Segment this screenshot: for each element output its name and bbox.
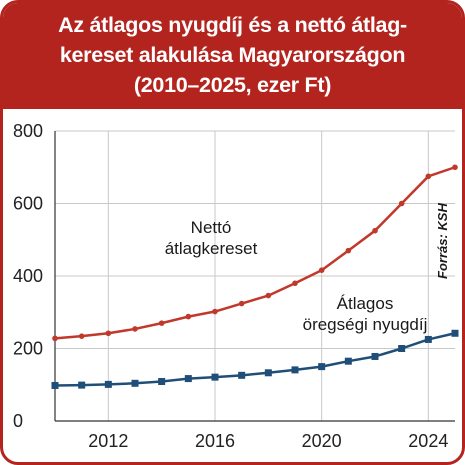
- data-point-net-salary: [238, 300, 245, 307]
- data-point-pension: [131, 379, 139, 387]
- data-point-pension: [184, 375, 192, 383]
- y-tick-label: 800: [13, 121, 43, 141]
- data-point-net-salary: [105, 330, 112, 337]
- data-point-net-salary: [265, 292, 272, 299]
- x-tick-label: 2012: [88, 431, 128, 451]
- data-point-pension: [424, 335, 432, 343]
- y-tick-label: 0: [13, 411, 23, 431]
- data-point-pension: [291, 366, 299, 374]
- data-point-net-salary: [52, 335, 58, 342]
- y-tick-label: 400: [13, 266, 43, 286]
- series-markers: [51, 164, 459, 389]
- data-point-net-salary: [425, 173, 432, 180]
- data-point-pension: [451, 329, 459, 337]
- data-point-pension: [398, 345, 406, 352]
- x-tick-label: 2024: [408, 431, 448, 451]
- chart-title-line-2: kereset alakulása Magyarországon: [59, 43, 406, 67]
- y-axis-tick-labels: 0 200 400 600 800: [13, 121, 43, 431]
- data-point-net-salary: [78, 333, 85, 339]
- series-line-pension: [54, 332, 456, 387]
- series-label-net-line-1: Nettó: [191, 218, 232, 237]
- data-point-net-salary: [318, 267, 325, 274]
- x-tick-label: 2020: [302, 431, 342, 451]
- data-point-pension: [211, 373, 219, 381]
- data-point-net-salary: [212, 308, 218, 315]
- data-point-pension: [238, 371, 246, 379]
- x-axis-tick-labels: 2012 2016 2020 2024: [88, 431, 448, 451]
- data-point-net-salary: [398, 200, 405, 207]
- line-chart: 0 200 400 600 800 2012 2016 2020 2024 Nettó átl…: [13, 121, 459, 451]
- chart-title-line-3: (2010–2025, ezer Ft): [133, 73, 332, 97]
- data-point-pension: [51, 381, 59, 389]
- y-tick-label: 600: [13, 194, 43, 214]
- data-point-net-salary: [372, 227, 378, 234]
- source-note: Forrás: KSH: [435, 203, 450, 279]
- series-label-pension-line-2: öregségi nyugdíj: [303, 315, 428, 334]
- chart-title-line-1: Az átlagos nyugdíj és a nettó átlag-: [58, 13, 407, 37]
- series-line-net-salary: [54, 166, 456, 340]
- data-point-net-salary: [132, 326, 138, 332]
- data-point-net-salary: [158, 320, 165, 326]
- series-label-net-line-2: átlagkereset: [165, 239, 258, 258]
- data-point-pension: [318, 363, 326, 371]
- data-point-pension: [158, 377, 166, 385]
- data-point-net-salary: [292, 280, 298, 287]
- data-point-pension: [104, 380, 112, 388]
- gridlines: [55, 130, 455, 421]
- chart-title-banner: Az átlagos nyugdíj és a nettó átlag- ker…: [3, 3, 462, 109]
- x-tick-label: 2016: [195, 431, 235, 451]
- data-point-pension: [344, 357, 352, 365]
- data-point-net-salary: [345, 247, 352, 254]
- series-lines: [54, 166, 456, 387]
- data-point-pension: [264, 369, 272, 377]
- y-tick-label: 200: [13, 339, 43, 359]
- axes: [54, 131, 455, 422]
- data-point-net-salary: [185, 313, 192, 320]
- data-point-net-salary: [452, 164, 458, 171]
- data-point-pension: [371, 352, 379, 360]
- data-point-pension: [78, 381, 86, 389]
- series-label-pension-line-1: Átlagos: [337, 294, 394, 313]
